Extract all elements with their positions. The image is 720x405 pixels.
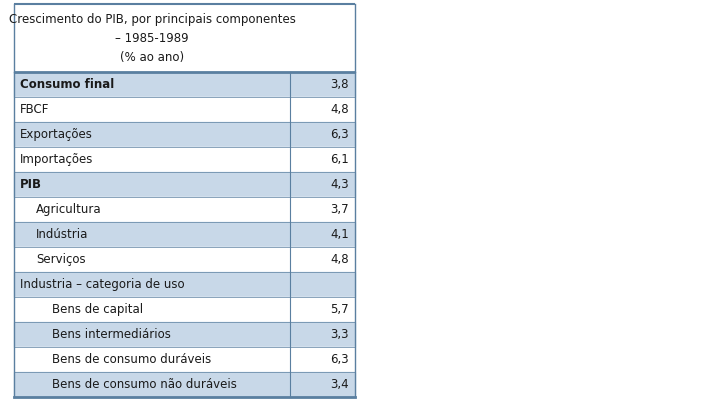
Text: FBCF: FBCF [20,103,50,116]
Text: 3,8: 3,8 [330,78,349,91]
Text: Bens de consumo duráveis: Bens de consumo duráveis [52,353,211,366]
Text: 4,8: 4,8 [330,253,349,266]
Bar [14,347,355,372]
Bar [14,72,355,97]
Text: Exportações: Exportações [20,128,93,141]
Text: 6,3: 6,3 [330,128,349,141]
Text: Industria – categoria de uso: Industria – categoria de uso [20,278,184,291]
Bar [14,172,355,197]
Text: Bens de capital: Bens de capital [52,303,143,316]
Text: Bens de consumo não duráveis: Bens de consumo não duráveis [52,378,237,391]
Text: 3,7: 3,7 [330,203,349,216]
Text: Agricultura: Agricultura [36,203,102,216]
Bar [14,197,355,222]
Text: Serviços: Serviços [36,253,86,266]
Bar [14,147,355,172]
Text: 4,1: 4,1 [330,228,349,241]
Text: 4,3: 4,3 [330,178,349,191]
Text: Bens intermediários: Bens intermediários [52,328,171,341]
Bar [14,97,355,122]
Text: Crescimento do PIB, por principais componentes
– 1985-1989
(% ao ano): Crescimento do PIB, por principais compo… [9,13,295,64]
Bar [14,222,355,247]
Bar [14,247,355,272]
Bar [14,297,355,322]
Text: 6,1: 6,1 [330,153,349,166]
Text: 5,7: 5,7 [330,303,349,316]
Text: 3,3: 3,3 [330,328,349,341]
Bar [14,122,355,147]
Text: Consumo final: Consumo final [20,78,114,91]
Text: Indústria: Indústria [36,228,89,241]
Bar [14,372,355,397]
Text: 6,3: 6,3 [330,353,349,366]
Text: 4,8: 4,8 [330,103,349,116]
Text: 3,4: 3,4 [330,378,349,391]
Text: PIB: PIB [20,178,42,191]
Bar [14,322,355,347]
Bar [14,272,355,297]
Text: Importações: Importações [20,153,94,166]
